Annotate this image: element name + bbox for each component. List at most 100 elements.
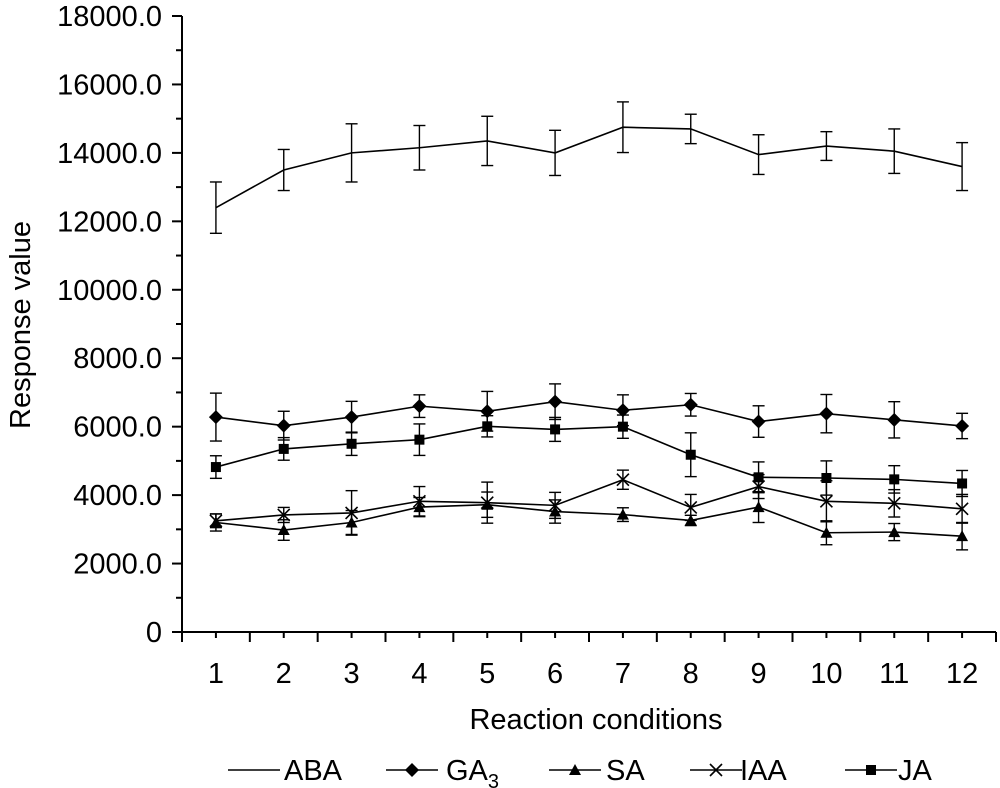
x-tick-label: 5 <box>479 658 495 690</box>
data-point <box>210 462 221 473</box>
marker-stroke <box>684 500 698 514</box>
data-point <box>617 421 628 432</box>
series-ja <box>209 414 969 498</box>
data-point <box>888 526 901 538</box>
x-tick-label: 3 <box>344 658 360 690</box>
marker-stroke <box>412 494 426 508</box>
legend-item-ga3: GA3 <box>386 755 499 788</box>
data-point <box>753 472 764 483</box>
data-point <box>550 424 561 435</box>
y-tick-label: 14000.0 <box>57 138 162 170</box>
data-point <box>956 530 969 542</box>
marker-stroke <box>887 496 901 510</box>
data-point <box>548 498 562 512</box>
x-tick-label: 7 <box>615 658 631 690</box>
x-tick-label: 4 <box>411 658 427 690</box>
data-point <box>345 506 359 520</box>
x-tick-label: 6 <box>547 658 563 690</box>
legend-item-iaa: IAA <box>690 755 787 787</box>
y-tick-label: 4000.0 <box>73 480 162 512</box>
legend-marker <box>405 763 419 777</box>
data-point <box>752 501 765 513</box>
data-point <box>278 443 289 454</box>
data-point <box>548 394 563 409</box>
y-tick-label: 6000.0 <box>73 412 162 444</box>
data-point <box>414 434 425 445</box>
data-point <box>821 473 832 483</box>
data-point <box>887 496 901 510</box>
axes: 0 2000.0 4000.0 6000.0 8000.0 10000.0 12000.0 1… <box>57 1 997 690</box>
legend-label-subscript: 3 <box>488 771 499 788</box>
data-point <box>480 404 495 419</box>
legend-item-sa: SA <box>549 755 645 787</box>
x-tick-label: 8 <box>683 658 699 690</box>
data-point <box>615 403 630 418</box>
marker-stroke <box>345 506 359 520</box>
data-point <box>616 508 629 520</box>
data-point <box>683 397 698 412</box>
data-point <box>344 410 359 425</box>
data-point <box>277 508 291 522</box>
data-point <box>685 449 696 460</box>
data-point <box>955 502 969 516</box>
marker-stroke <box>616 473 630 487</box>
data-point <box>209 514 223 528</box>
error-bar <box>956 141 969 192</box>
data-point <box>346 438 357 449</box>
series-ga3 <box>208 383 970 442</box>
x-tick-label: 9 <box>751 658 767 690</box>
marker-stroke <box>819 494 833 508</box>
legend-label: JA <box>898 755 933 787</box>
y-tick-label: 18000.0 <box>57 1 162 33</box>
data-point <box>751 414 766 429</box>
x-tick-label: 1 <box>208 658 224 690</box>
data-point <box>887 412 902 427</box>
x-axis-title: Reaction conditions <box>469 704 722 736</box>
legend-marker <box>569 764 581 775</box>
data-point <box>616 473 630 487</box>
marker-stroke <box>480 496 494 510</box>
marker-stroke <box>209 514 223 528</box>
x-tick-label: 11 <box>879 658 909 690</box>
data-point <box>208 410 223 425</box>
legend-item-ja: JA <box>845 755 933 787</box>
legend-item-aba: ABA <box>228 755 343 787</box>
legend-marker <box>866 765 876 775</box>
marker-stroke <box>709 763 723 777</box>
data-point <box>957 478 968 489</box>
y-axis-title: Response value <box>5 221 37 429</box>
y-tick-label: 8000.0 <box>73 343 162 375</box>
y-tick-label: 0 <box>146 617 162 649</box>
marker-stroke <box>277 508 291 522</box>
series-layer <box>208 101 970 551</box>
series-aba <box>209 101 969 235</box>
legend-label: IAA <box>740 755 787 787</box>
data-point <box>819 406 834 421</box>
series-line <box>215 126 963 209</box>
y-tick-label: 2000.0 <box>73 549 162 581</box>
y-tick-label: 16000.0 <box>57 69 162 101</box>
data-point <box>955 418 970 433</box>
marker-stroke <box>955 502 969 516</box>
data-point <box>276 418 291 433</box>
legend-marker <box>709 763 723 777</box>
y-tick-label: 12000.0 <box>57 206 162 238</box>
data-point <box>889 474 900 485</box>
legend-label: SA <box>606 755 645 787</box>
y-tick-label: 10000.0 <box>57 275 162 307</box>
x-tick-label: 10 <box>810 658 842 690</box>
series-line <box>215 400 963 427</box>
series-line <box>215 425 963 485</box>
marker-stroke <box>548 498 562 512</box>
data-point <box>412 399 427 414</box>
legend-label: GA3 <box>446 755 499 788</box>
data-point <box>480 496 494 510</box>
series-line <box>215 503 963 537</box>
data-point <box>684 500 698 514</box>
legend-label: ABA <box>284 755 343 787</box>
series-iaa <box>209 469 969 536</box>
series-sa <box>209 490 969 551</box>
x-tick-label: 12 <box>946 658 978 690</box>
legend: ABA GA3 SA IAA JA <box>228 755 933 788</box>
data-point <box>412 494 426 508</box>
